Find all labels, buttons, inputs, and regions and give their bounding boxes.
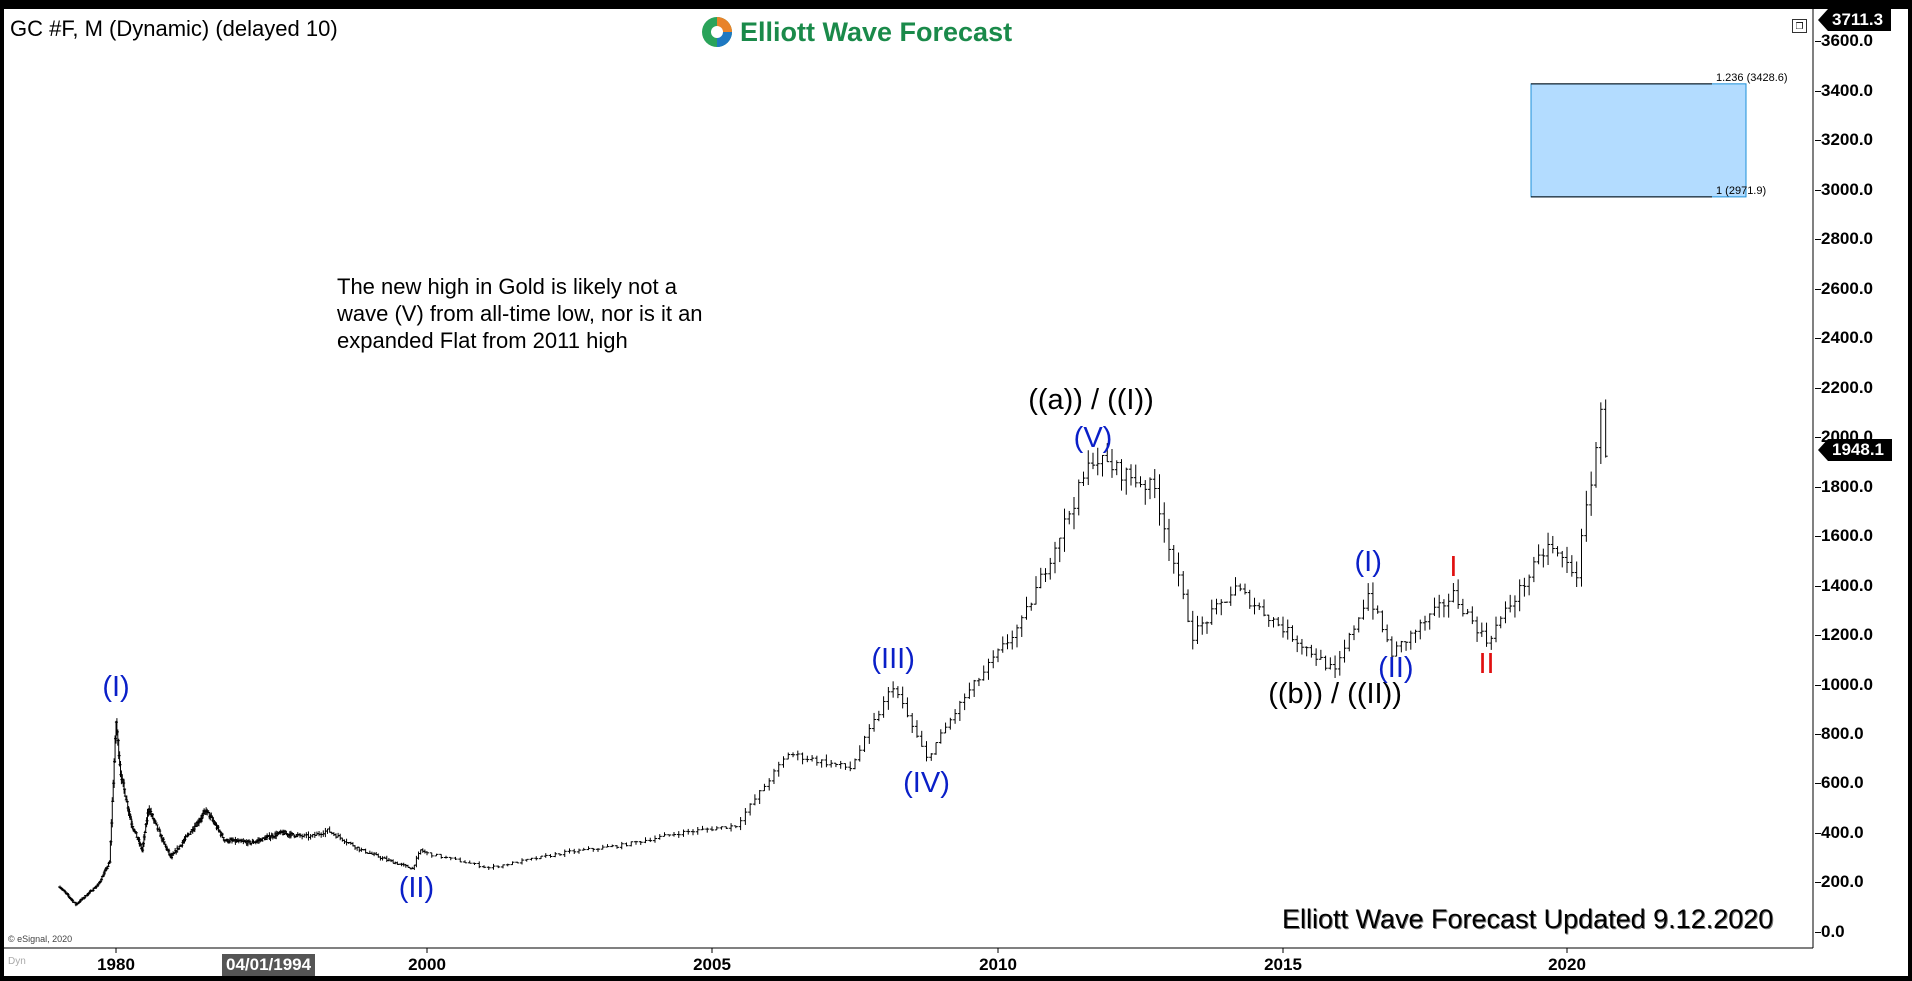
y-tick-label: 2800.0 (1821, 229, 1873, 248)
y-tick-mark (1815, 932, 1821, 933)
y-tick-mark (1815, 338, 1821, 339)
wave-label: ((b)) / ((II)) (1268, 678, 1402, 710)
y-tick-label: 1200.0 (1821, 625, 1873, 644)
logo: Elliott Wave Forecast (700, 13, 1012, 51)
cursor-date-badge: 04/01/1994 (222, 954, 316, 976)
y-tick-mark (1815, 685, 1821, 686)
update-stamp: Elliott Wave Forecast Updated 9.12.2020 (1282, 904, 1774, 934)
wave-label: (II) (398, 872, 435, 904)
y-tick-label: 2200.0 (1821, 378, 1873, 397)
y-tick-mark (1815, 190, 1821, 191)
x-tick-label: 2000 (408, 955, 446, 974)
y-tick-label: 1600.0 (1821, 526, 1873, 545)
y-tick-mark (1815, 487, 1821, 488)
y-tick-label: 800.0 (1821, 724, 1864, 743)
price-axis[interactable]: 0.0 200.0 400.0 600.0 800.0 1000.0 1200.0 1400.… (1815, 9, 1908, 941)
y-tick-label: 3200.0 (1821, 130, 1873, 149)
price-badge-last: 1948.1 (1818, 438, 1892, 461)
x-tick-label: 2005 (693, 955, 731, 974)
y-tick-mark (1815, 536, 1821, 537)
wave-label: ((a)) / ((I)) (1028, 384, 1154, 416)
y-tick-label: 2400.0 (1821, 328, 1873, 347)
y-tick-mark (1815, 783, 1821, 784)
y-tick-label: 1400.0 (1821, 576, 1873, 595)
copyright-text: © eSignal, 2020 (8, 934, 73, 944)
fib-level-lower-label: 1 (2971.9) (1716, 185, 1766, 197)
x-tick-label: 2015 (1264, 955, 1302, 974)
y-tick-label: 0.0 (1821, 922, 1845, 941)
fib-level-upper-label: 1.236 (3428.6) (1716, 72, 1788, 84)
wave-label: (I) (102, 671, 130, 703)
y-tick-mark (1815, 437, 1821, 438)
y-tick-label: 400.0 (1821, 823, 1864, 842)
wave-label: (V) (1073, 422, 1113, 454)
y-tick-label: 1000.0 (1821, 675, 1873, 694)
y-tick-mark (1815, 833, 1821, 834)
y-tick-label: 1800.0 (1821, 477, 1873, 496)
logo-icon (702, 17, 732, 47)
y-tick-mark (1815, 882, 1821, 883)
wave-label: I (1449, 551, 1458, 583)
wave-label: II (1478, 648, 1495, 680)
symbol-title: GC #F, M (Dynamic) (delayed 10) (10, 16, 338, 41)
y-tick-label: 3400.0 (1821, 81, 1873, 100)
y-tick-label: 200.0 (1821, 872, 1864, 891)
logo-text: Elliott Wave Forecast (740, 16, 1013, 47)
wave-label: (II) (1378, 652, 1414, 684)
price-badge-top: 3711.3 (1818, 9, 1892, 31)
y-tick-mark (1815, 239, 1821, 240)
restore-window-icon[interactable]: ❐ (1792, 19, 1807, 33)
y-tick-label: 2600.0 (1821, 279, 1873, 298)
y-tick-label: 3000.0 (1821, 180, 1873, 199)
y-tick-mark (1815, 635, 1821, 636)
y-tick-mark (1815, 41, 1821, 42)
analysis-note: The new high in Gold is likely not a wav… (337, 274, 703, 353)
y-tick-mark (1815, 388, 1821, 389)
y-tick-mark (1815, 91, 1821, 92)
wave-label: (I) (1354, 546, 1382, 578)
y-tick-mark (1815, 289, 1821, 290)
wave-label: (IV) (903, 767, 950, 799)
y-tick-mark (1815, 586, 1821, 587)
x-tick-label: 2010 (979, 955, 1017, 974)
x-tick-label: 2020 (1548, 955, 1586, 974)
price-bars (58, 399, 1608, 907)
y-tick-label: 600.0 (1821, 773, 1864, 792)
wave-label: (III) (871, 643, 915, 675)
y-tick-label: 3600.0 (1821, 31, 1873, 50)
x-tick-label: 1980 (97, 955, 135, 974)
fib-target-zone[interactable] (1530, 83, 1747, 198)
y-tick-mark (1815, 734, 1821, 735)
y-tick-mark (1815, 140, 1821, 141)
dyn-label: Dyn (8, 956, 26, 967)
